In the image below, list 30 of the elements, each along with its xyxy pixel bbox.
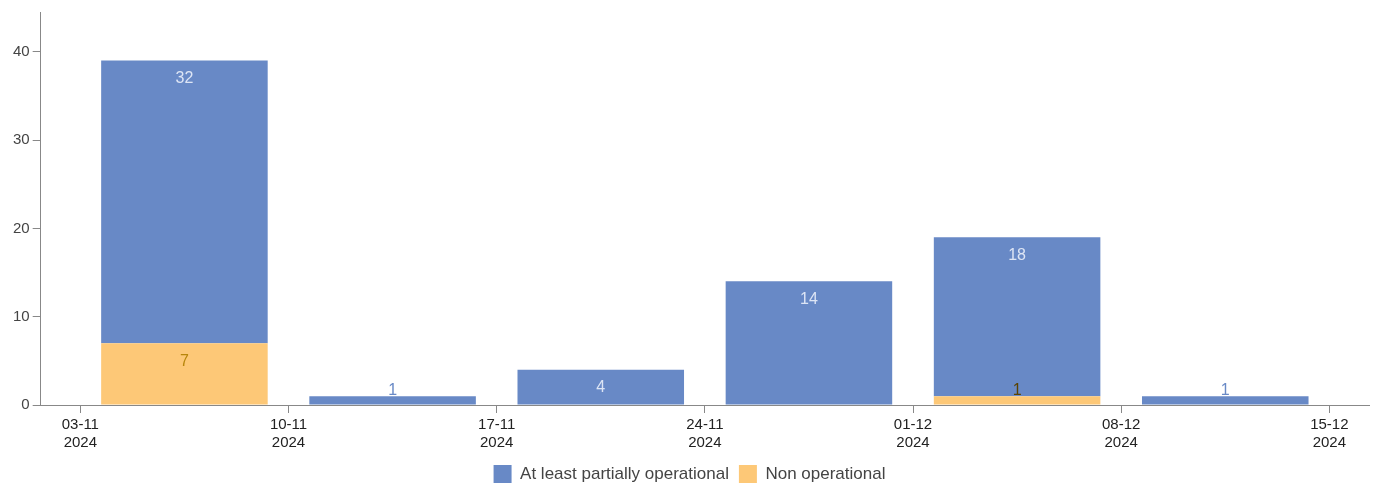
- x-tick-label: 01-12 2024: [893, 415, 933, 451]
- bar: [933, 396, 1101, 405]
- x-tick-label: 08-12 2024: [1101, 415, 1141, 451]
- y-tick-label: 20: [13, 218, 30, 236]
- bar: [309, 396, 476, 405]
- x-tick-label: 15-12 2024: [1310, 415, 1349, 451]
- y-tick-label: 40: [13, 41, 30, 59]
- data-label: 14: [800, 289, 818, 307]
- data-label: 1: [1220, 380, 1230, 398]
- bar: [933, 237, 1101, 397]
- x-tick-label: 24-11 2024: [686, 415, 724, 451]
- x-tick-label: 10-11 2024: [269, 415, 308, 451]
- data-label: 4: [596, 378, 606, 396]
- legend-label: Non operational: [765, 463, 886, 483]
- y-tick-label: 30: [13, 130, 30, 148]
- x-tick-label: 03-11 2024: [61, 415, 99, 451]
- y-tick-label: 10: [13, 306, 30, 324]
- bar: [725, 281, 893, 405]
- legend-label: At least partially operational: [520, 463, 729, 483]
- data-label: 32: [175, 68, 194, 86]
- data-label: 1: [388, 380, 398, 398]
- data-label: 7: [179, 351, 189, 369]
- bar: [1142, 396, 1309, 405]
- bar: [101, 343, 268, 405]
- x-tick-label: 17-11 2024: [478, 415, 516, 451]
- bar: [517, 369, 685, 405]
- data-label: 18: [1008, 245, 1027, 263]
- y-tick-label: 0: [21, 395, 30, 413]
- data-label: 1: [1012, 380, 1022, 398]
- bar: [101, 60, 268, 344]
